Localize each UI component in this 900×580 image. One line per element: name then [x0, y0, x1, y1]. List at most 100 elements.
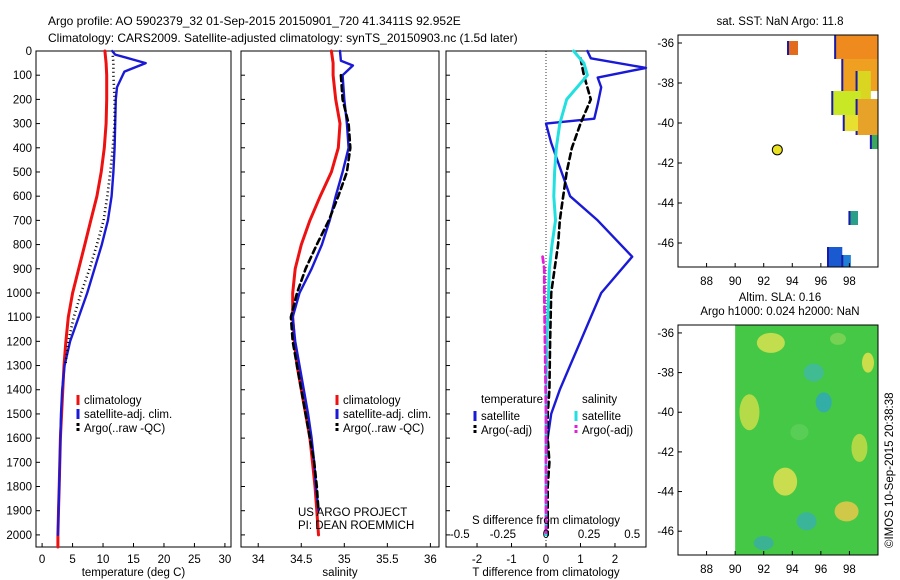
sla-map-title: Altim. SLA: 0.16 [739, 292, 821, 304]
x-top-axis-label: S difference from climatology [472, 515, 620, 527]
legend-label: satellite-adj. clim. [343, 409, 431, 421]
series-satellite-adj-clim- [56, 49, 147, 537]
y-tick-label: 1600 [6, 433, 32, 445]
x-tick-label: 96 [814, 276, 827, 288]
y-tick-label: 100 [13, 70, 32, 82]
x-tick-label: 1 [577, 554, 583, 566]
y-tick-label: -42 [657, 158, 674, 170]
x-tick-label: 92 [757, 276, 770, 288]
y-tick-label: 1300 [6, 361, 32, 373]
series-argo-raw-qc- [289, 73, 352, 513]
sla-anomaly-patch [815, 392, 832, 413]
sla-anomaly-patch [753, 536, 774, 551]
y-tick-label: 800 [13, 240, 32, 252]
y-tick-label: 1800 [6, 482, 32, 494]
sla-anomaly-patch [851, 433, 868, 462]
y-tick-label: -36 [657, 38, 674, 50]
y-tick-label: 1200 [6, 336, 32, 348]
y-tick-label: -46 [657, 526, 674, 538]
sst-map-title: sat. SST: NaN Argo: 11.8 [717, 16, 844, 28]
x-tick-label: 20 [158, 554, 171, 566]
y-tick-label: 1100 [7, 312, 32, 324]
salinity-profile-panel: 34 34.5 35 35.5 36 salinity climatology satelli… [240, 49, 440, 579]
series-climatology [291, 49, 342, 537]
legend-label: climatology [84, 395, 142, 407]
sla-anomaly-patch [796, 512, 817, 531]
sst-cell [843, 115, 858, 131]
y-tick-label: -44 [657, 198, 674, 210]
sst-cell [788, 41, 798, 55]
legend-label: satellite-adj. clim. [84, 409, 172, 421]
y-tick-label: -36 [657, 328, 674, 340]
difference-profile-panel: -2 -1 0 1 2T difference from climatology -0.5… [445, 49, 648, 579]
figure-title-line2: Climatology: CARS2009. Satellite-adjuste… [48, 31, 518, 45]
argo-position-marker [771, 144, 783, 156]
y-tick-label: -38 [657, 78, 674, 90]
y-tick-label: -40 [657, 407, 674, 419]
y-tick-label: 0 [26, 46, 32, 58]
x-tick-label: 5 [69, 554, 75, 566]
y-tick-label: 500 [13, 167, 32, 179]
legend-label: Argo(-adj) [582, 425, 633, 437]
map-frame [677, 34, 879, 268]
legend-group-title: salinity [582, 394, 617, 406]
x-tick-label: 34 [252, 554, 265, 566]
sst-cell [849, 211, 858, 225]
y-tick-label: 300 [13, 119, 32, 131]
legend-label: Argo(..raw -QC) [343, 423, 424, 435]
sst-cell [870, 135, 878, 149]
x-tick-label: 90 [729, 276, 742, 288]
x-tick-label: 30 [219, 554, 232, 566]
x-tick-label: 94 [786, 276, 799, 288]
x-tick-label: 36 [424, 554, 437, 566]
sst-cell [828, 247, 843, 267]
x-tick-label: 88 [700, 276, 713, 288]
sst-map-panel: sat. SST: NaN Argo: 11.8 -36 -38 -40 -42 -44 -… [657, 16, 879, 288]
y-tick-label: 1400 [6, 385, 32, 397]
y-tick-label: 900 [13, 264, 32, 276]
x-axis-label: T difference from climatology [472, 567, 619, 579]
x-tick-label: 34.5 [290, 554, 312, 566]
sla-map-subtitle: Argo h1000: 0.024 h2000: NaN [700, 306, 859, 318]
x-tick-label: 96 [814, 564, 827, 576]
x-tick-label: 92 [757, 564, 770, 576]
figure-title-line1: Argo profile: AO 5902379_32 01-Sep-2015 … [48, 14, 461, 28]
series-temperature-satellite [544, 49, 648, 537]
legend-group-title: temperature [481, 394, 543, 406]
x-tick-label: 25 [188, 554, 201, 566]
series-argo-raw-qc- [64, 55, 116, 366]
sla-anomaly-patch [830, 332, 846, 345]
y-tick-label: -42 [657, 447, 674, 459]
x-top-tick-label: -0.25 [490, 529, 516, 541]
x-tick-label: 0 [39, 554, 45, 566]
y-tick-label: 700 [13, 215, 32, 227]
legend-label: Argo(..raw -QC) [84, 423, 165, 435]
x-tick-label: 10 [97, 554, 110, 566]
legend-label: satellite [582, 411, 621, 423]
x-axis-label: salinity [322, 567, 357, 579]
sla-anomaly-patch [739, 394, 760, 431]
temperature-profile-panel: 0100200300400500600700800900100011001200… [6, 46, 232, 579]
sla-anomaly-patch [862, 352, 874, 373]
sla-anomaly-patch [756, 332, 785, 353]
map-frame [677, 324, 879, 556]
y-tick-label: 1900 [6, 506, 32, 518]
x-axis-label: temperature (deg C) [82, 567, 186, 579]
y-tick-label: 400 [13, 143, 32, 155]
sst-cell [842, 255, 851, 267]
x-tick-label: 35.5 [376, 554, 398, 566]
y-tick-label: -46 [657, 238, 674, 250]
x-tick-label: 2 [612, 554, 618, 566]
x-tick-label: 88 [700, 564, 713, 576]
y-tick-label: 1000 [6, 288, 32, 300]
y-tick-label: 2000 [6, 530, 32, 542]
sla-anomaly-patch [803, 363, 824, 382]
y-tick-label: 200 [13, 94, 32, 106]
credit-pi: PI: DEAN ROEMMICH [298, 520, 414, 532]
sla-anomaly-patch [790, 424, 809, 441]
plot-frame [35, 50, 232, 548]
series-salinity-argo-adj- [541, 255, 548, 537]
x-tick-label: 98 [843, 564, 856, 576]
series-temperature-argo-adj- [546, 56, 593, 537]
